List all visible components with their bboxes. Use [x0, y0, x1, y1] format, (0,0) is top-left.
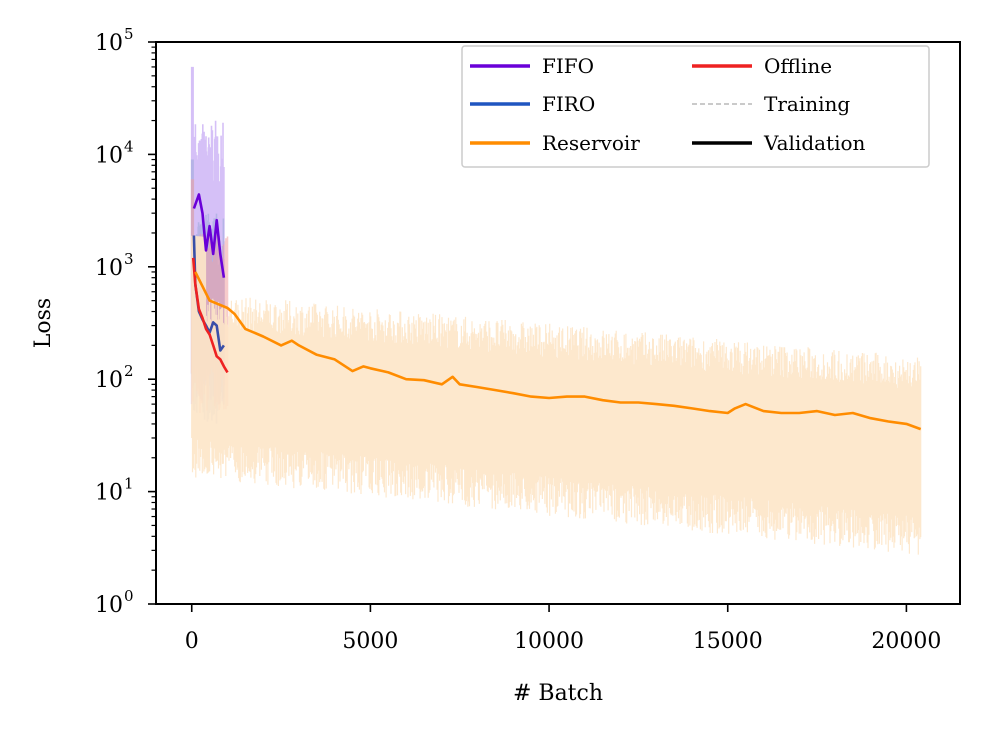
series-line-reservoir: [194, 271, 922, 431]
series-line-fifo: [192, 193, 226, 278]
x-tick-label: 20000: [871, 629, 941, 654]
training-band-strokes: [191, 235, 922, 555]
y-tick-label: 10: [95, 256, 123, 281]
y-tick-label: 10: [95, 593, 123, 618]
x-tick-label: 15000: [693, 629, 763, 654]
legend-box: [461, 45, 930, 168]
y-tick-exponent: 2: [124, 362, 134, 380]
legend-label-validation: Validation: [763, 131, 866, 155]
legend-label-training: Training: [764, 92, 850, 116]
x-tick-label: 5000: [342, 629, 398, 654]
y-tick-label: 10: [95, 143, 123, 168]
x-tick-label: 0: [185, 629, 199, 654]
legend: FIFO Offline FIRO Training Reservoir Validati…: [461, 45, 930, 168]
x-tick-label: 10000: [514, 629, 584, 654]
legend-label-firo: FIRO: [542, 92, 595, 116]
y-tick-exponent: 1: [124, 475, 134, 493]
y-tick-label: 10: [95, 31, 123, 56]
legend-label-offline: Offline: [764, 54, 832, 78]
series-line-offline: [191, 257, 229, 374]
y-tick-exponent: 4: [124, 137, 134, 155]
y-axis-title: Loss: [31, 298, 56, 348]
validation-lines: [191, 193, 922, 431]
plot-frame: [155, 41, 961, 605]
training-band-reservoir: [191, 235, 922, 555]
y-tick-exponent: 0: [124, 587, 134, 605]
legend-label-fifo: FIFO: [542, 54, 594, 78]
x-axis: 0 5000 10000 15000 20000: [185, 604, 941, 654]
x-axis-title: # Batch: [513, 681, 603, 706]
y-tick-label: 10: [95, 368, 123, 393]
legend-label-reservoir: Reservoir: [542, 131, 640, 155]
y-tick-exponent: 5: [124, 25, 134, 43]
y-tick-label: 10: [95, 481, 123, 506]
y-tick-exponent: 3: [124, 250, 134, 268]
